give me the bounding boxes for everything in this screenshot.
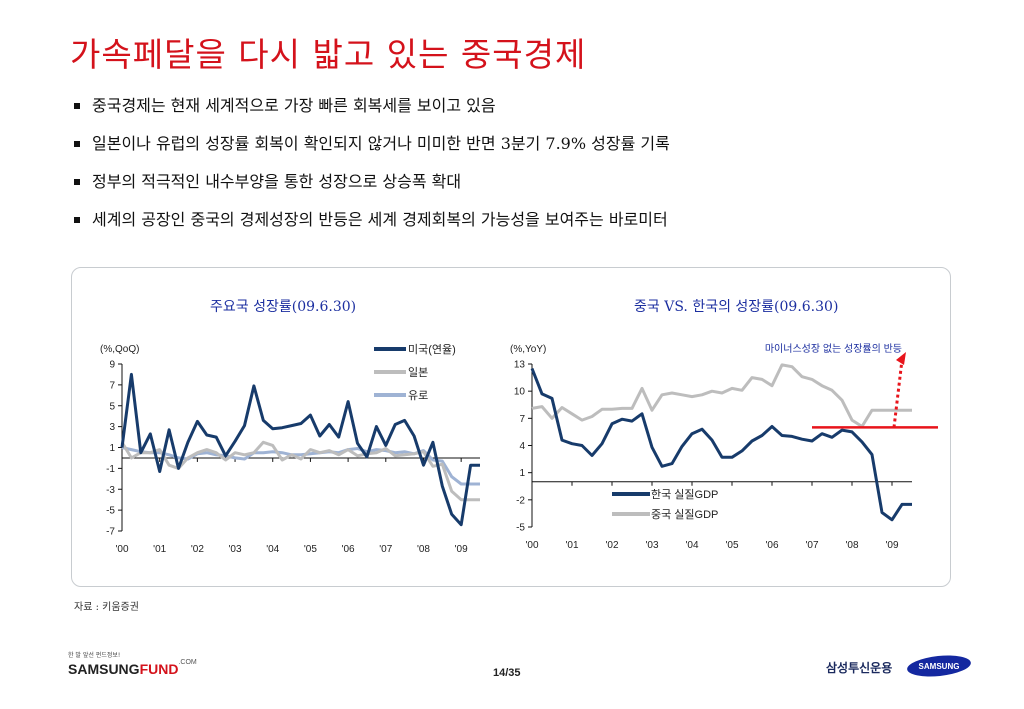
- bullet-item: 세계의 공장인 중국의 경제성장의 반등은 세계 경제회복의 가능성을 보여주는…: [74, 210, 670, 248]
- x-tick-label: '04: [685, 540, 698, 551]
- bullet-item: 일본이나 유럽의 성장률 회복이 확인되지 않거나 미미한 반면 3분기 7.9…: [74, 134, 670, 172]
- y-tick-label: 4: [519, 441, 525, 452]
- rebound-arrow: [892, 359, 904, 428]
- x-tick-label: '04: [266, 544, 279, 555]
- page-title: 가속페달을 다시 밟고 있는 중국경제: [70, 35, 587, 74]
- x-tick-label: '01: [153, 544, 166, 555]
- major-growth-chart: (%,QoQ) 9 7 5 3 1 -1 -3 -5 -7'00 '01 '02 '03 '04 '05 '0…: [100, 343, 480, 555]
- y-tick-label: 1: [519, 468, 525, 479]
- x-tick-label: '05: [304, 544, 317, 555]
- chart-title-major: 주요국 성장률(09.6.30): [210, 299, 357, 315]
- logo-wordmark: SAMSUNGFUND.COM: [68, 659, 197, 677]
- y-tick-label: -1: [106, 464, 115, 475]
- y-tick-label: -3: [106, 485, 115, 496]
- x-tick-label: '06: [765, 540, 778, 551]
- x-tick-label: '08: [417, 544, 430, 555]
- x-tick-label: '02: [605, 540, 618, 551]
- y-tick-label: 1: [109, 443, 115, 454]
- y-unit-label: (%,YoY): [510, 344, 546, 355]
- legend-label: 유로: [408, 389, 428, 402]
- x-tick-label: '05: [725, 540, 738, 551]
- y-tick-label: -5: [106, 506, 115, 517]
- y-tick-label: -2: [516, 495, 525, 506]
- series-line-한국 실질GDP: [530, 367, 912, 522]
- legend-label: 일본: [408, 365, 428, 379]
- x-tick-label: '09: [455, 544, 468, 555]
- legend-label: 중국 실질GDP: [651, 508, 718, 521]
- x-tick-label: '09: [885, 540, 898, 551]
- y-tick-label: 7: [109, 380, 115, 391]
- y-tick-label: -5: [516, 523, 525, 534]
- y-tick-label: 7: [519, 414, 525, 425]
- bullet-list: 중국경제는 현재 세계적으로 가장 빠른 회복세를 보이고 있음 일본이나 유럽…: [74, 96, 670, 248]
- y-unit-label: (%,QoQ): [100, 344, 139, 355]
- x-tick-label: '00: [525, 540, 538, 551]
- samsung-logo-text: SAMSUNG: [919, 662, 960, 671]
- legend-label: 한국 실질GDP: [651, 488, 718, 501]
- x-tick-label: '03: [229, 544, 242, 555]
- samsungfund-logo: 한 발 앞선 펀드정보! SAMSUNGFUND.COM: [68, 650, 197, 678]
- x-tick-label: '01: [565, 540, 578, 551]
- y-tick-label: 3: [109, 422, 115, 433]
- y-tick-label: 9: [109, 360, 115, 371]
- x-tick-label: '03: [645, 540, 658, 551]
- page-number: 14/35: [493, 667, 521, 679]
- company-name: 삼성투신운용: [826, 661, 893, 675]
- x-tick-label: '02: [191, 544, 204, 555]
- y-tick-label: 10: [514, 387, 526, 398]
- x-tick-label: '08: [845, 540, 858, 551]
- x-tick-label: '07: [379, 544, 392, 555]
- rebound-arrowhead: [896, 352, 906, 365]
- y-tick-label: 13: [514, 360, 526, 371]
- samsung-logo: SAMSUNG: [907, 655, 971, 677]
- x-tick-label: '06: [342, 544, 355, 555]
- logo-tagline: 한 발 앞선 펀드정보!: [68, 652, 121, 659]
- series-line-중국 실질GDP: [531, 363, 912, 428]
- chart-panel: 주요국 성장률(09.6.30) 중국 VS. 한국의 성장률(09.6.30)…: [71, 267, 951, 587]
- y-tick-label: -7: [106, 527, 115, 538]
- bullet-item: 중국경제는 현재 세계적으로 가장 빠른 회복세를 보이고 있음: [74, 96, 670, 134]
- legend-label: 미국(연율): [408, 343, 456, 356]
- x-tick-label: '07: [805, 540, 818, 551]
- x-tick-label: '00: [115, 544, 128, 555]
- y-tick-label: 5: [109, 401, 115, 412]
- source-note: 자료 : 키움증권: [74, 602, 139, 613]
- chart-title-china-korea: 중국 VS. 한국의 성장률(09.6.30): [634, 299, 839, 315]
- bullet-item: 정부의 적극적인 내수부양을 통한 성장으로 상승폭 확대: [74, 172, 670, 210]
- series-line-미국(연율): [120, 372, 480, 527]
- annotation-text: 마이너스성장 없는 성장률의 반등: [765, 342, 902, 355]
- china-korea-growth-chart: (%,YoY) 13 10 7 4 1 -2 -5'00 '01 '02 '03 '04 '05 '06 '…: [510, 342, 938, 551]
